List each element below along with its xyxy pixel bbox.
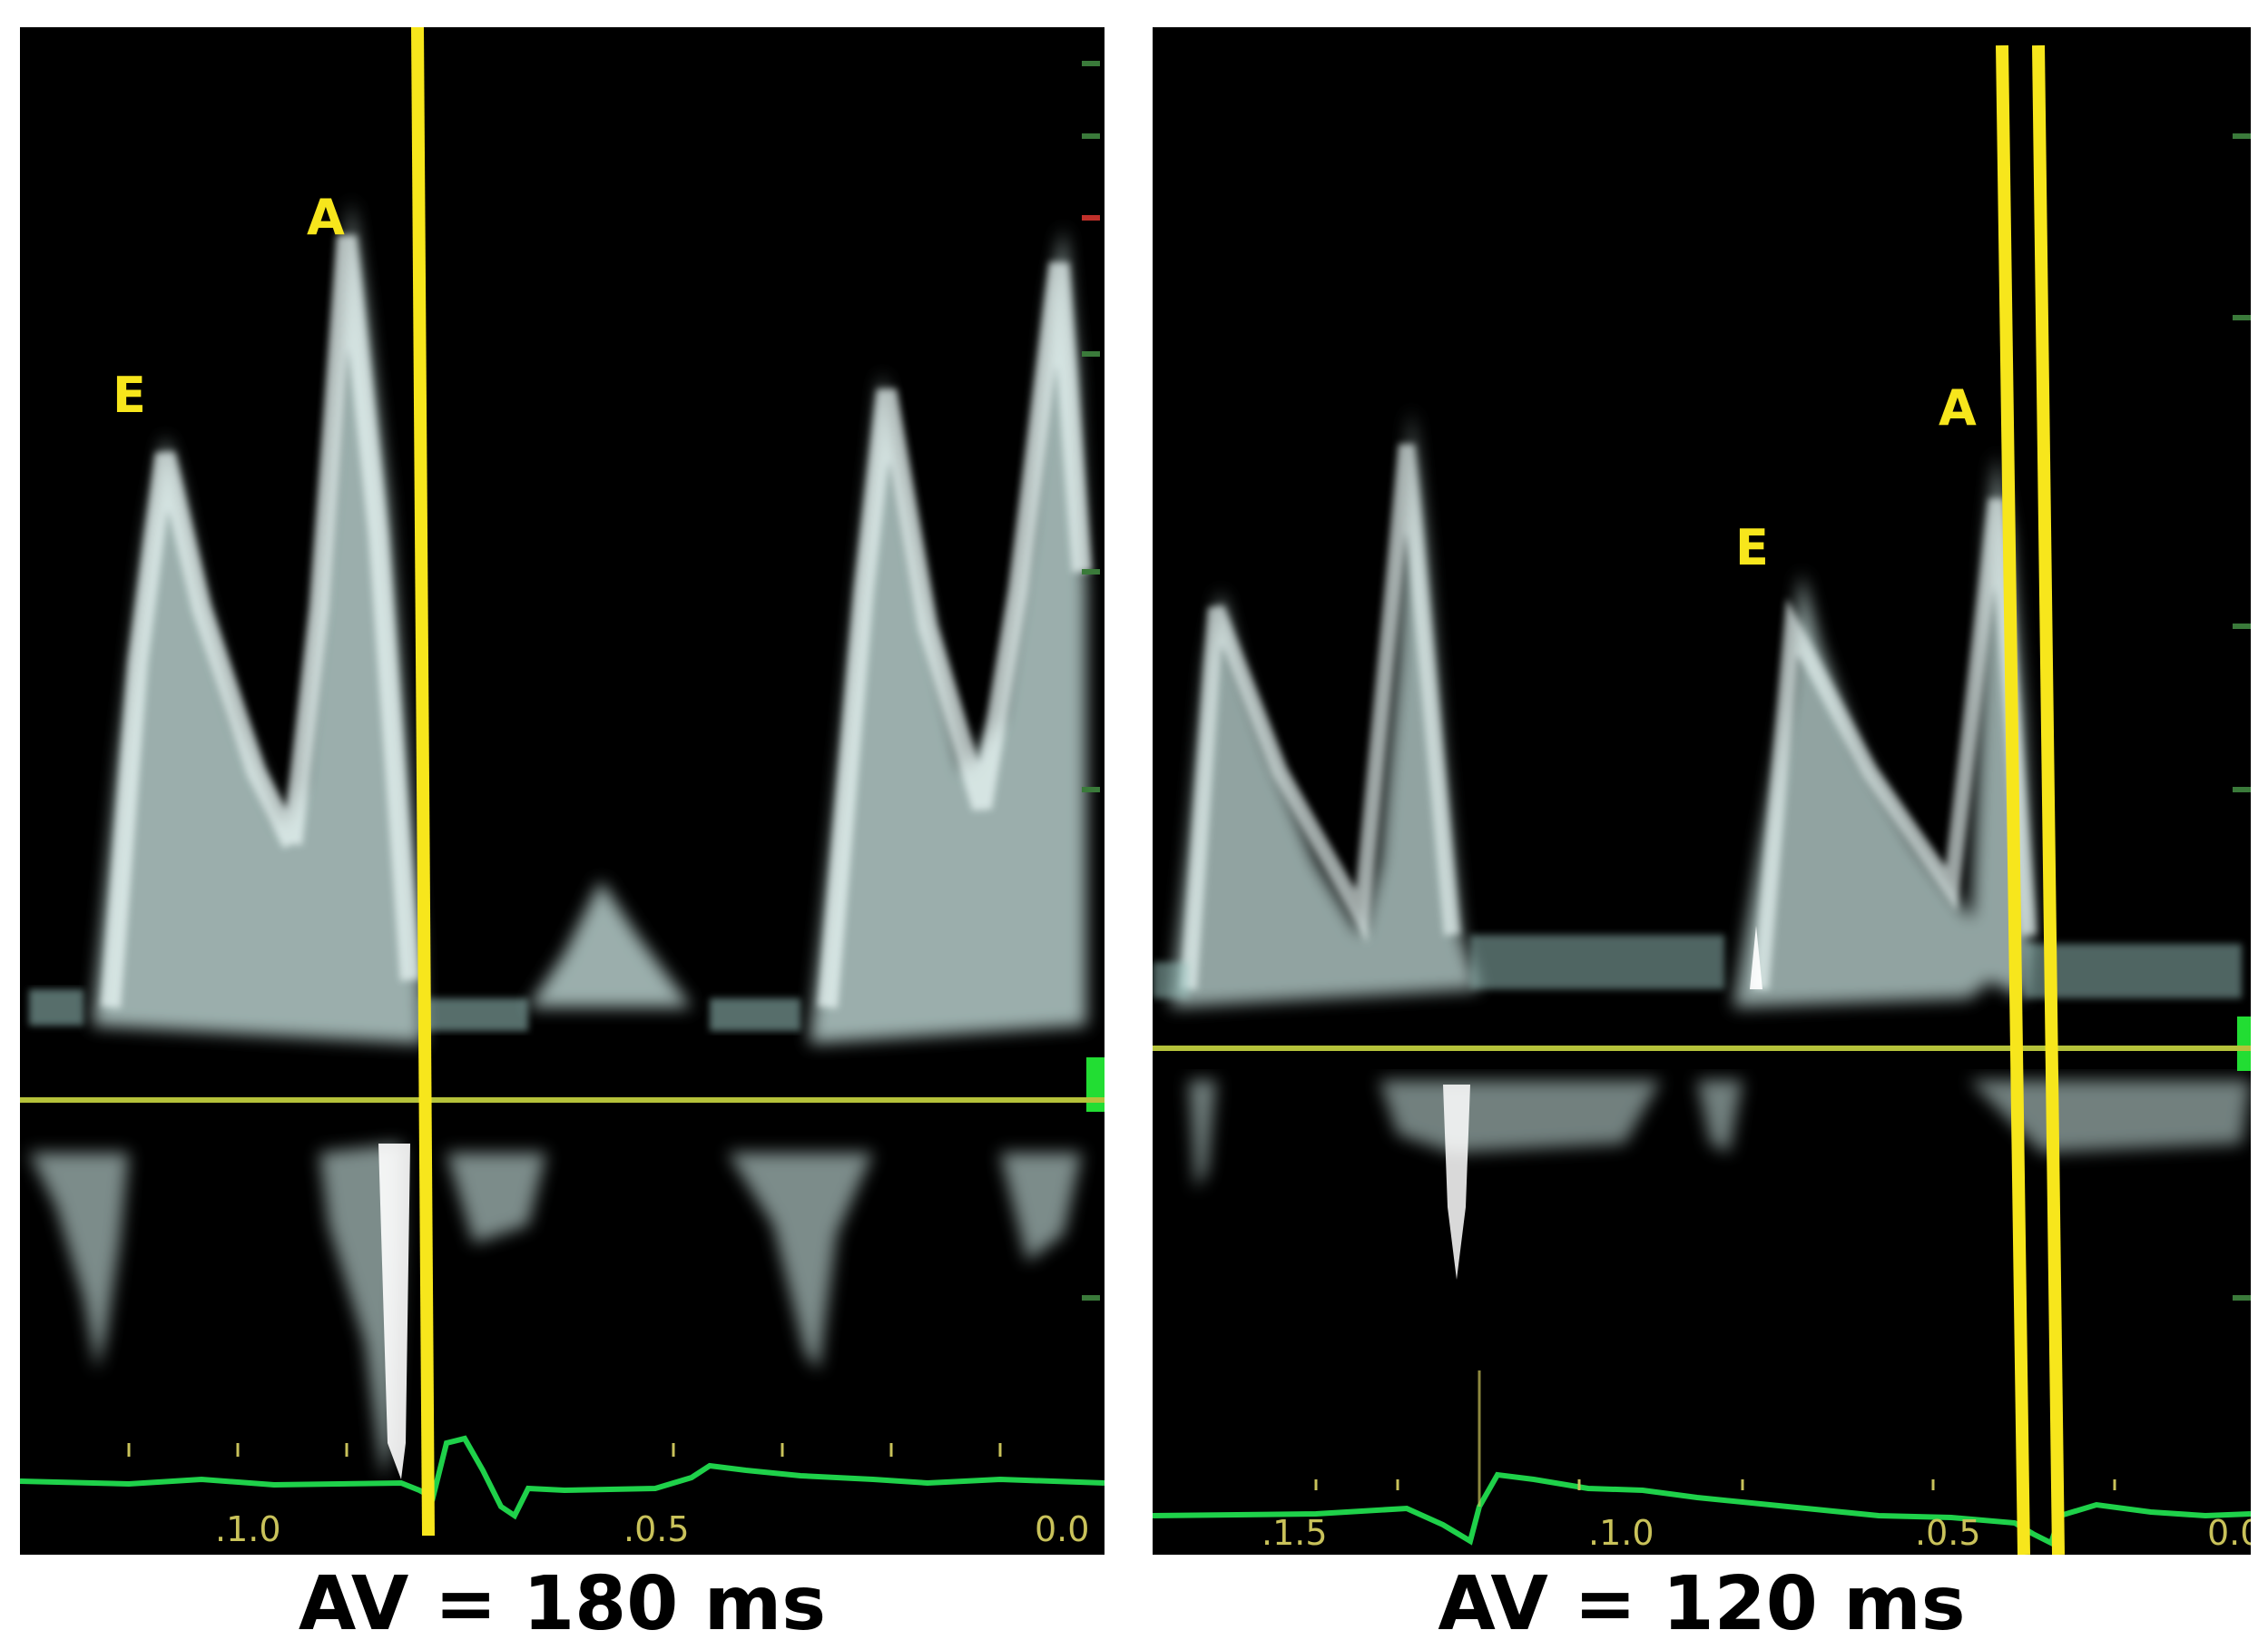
time-tick-label: .1.5	[1262, 1513, 1328, 1553]
time-tick-label: .0.5	[1915, 1513, 1981, 1553]
doppler-trace-right: .1.5 .1.0 .0.5 0.0 E A	[1153, 44, 2251, 1555]
baseline-marker	[2237, 1017, 2251, 1071]
av-marker-line	[1996, 44, 2030, 1555]
baseline-marker	[1086, 1057, 1105, 1112]
a-wave-label: A	[307, 189, 345, 246]
reverse-flow-spike	[378, 1144, 410, 1479]
reverse-flow-signal	[1189, 1080, 2251, 1189]
forward-flow-signal	[1171, 408, 2033, 1007]
forward-flow-spike	[1750, 926, 1762, 989]
forward-flow-signal	[93, 200, 1086, 1044]
ecg-trace	[20, 1435, 1105, 1520]
time-tick-marks	[127, 1443, 1002, 1457]
doppler-panel-av-180: .1.0 .0.5 0.0 E A	[20, 27, 1105, 1555]
av-marker-line	[2032, 44, 2065, 1555]
forward-flow-core	[101, 234, 1092, 1008]
velocity-scale-marks	[2233, 133, 2251, 1301]
e-wave-label: E	[113, 367, 146, 424]
reverse-flow-signal	[29, 1144, 1082, 1479]
time-tick-label: 0.0	[1035, 1509, 1089, 1549]
doppler-trace-left: .1.0 .0.5 0.0 E A	[20, 27, 1105, 1549]
forward-flow-core	[1181, 444, 2037, 990]
ecg-trace	[1153, 1471, 2251, 1547]
time-tick-label: 0.0	[2207, 1513, 2251, 1553]
doppler-panel-av-120: .1.5 .1.0 .0.5 0.0 E A	[1153, 27, 2251, 1555]
time-tick-label: .1.0	[215, 1509, 281, 1549]
caption-av-180: AV = 180 ms	[298, 1561, 827, 1647]
time-tick-label: .0.5	[623, 1509, 690, 1549]
e-wave-label: E	[1735, 519, 1769, 576]
a-wave-label: A	[1939, 379, 1977, 437]
time-tick-marks	[1314, 1479, 2116, 1490]
velocity-scale-marks	[1082, 61, 1100, 1301]
reverse-flow-spike	[1443, 1085, 1470, 1280]
time-tick-label: .1.0	[1588, 1513, 1654, 1553]
baseline-noise	[1153, 935, 2242, 998]
baseline-noise	[29, 989, 800, 1031]
caption-av-120: AV = 120 ms	[1438, 1561, 1966, 1647]
av-marker-line	[411, 27, 435, 1537]
